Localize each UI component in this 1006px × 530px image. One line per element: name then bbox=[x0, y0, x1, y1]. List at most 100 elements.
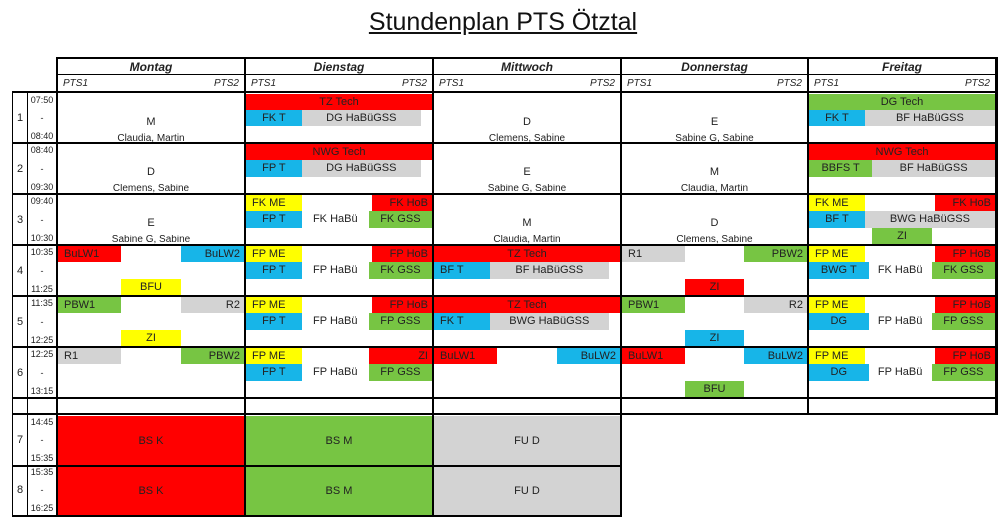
lesson-cell[interactable]: DG bbox=[809, 312, 869, 330]
lesson-cell[interactable]: FK HaBü bbox=[301, 210, 369, 228]
lesson-cell[interactable]: FK GSS bbox=[368, 210, 432, 228]
lesson-cell[interactable]: BF HaBüGSS bbox=[872, 159, 995, 177]
lesson-cell[interactable]: BWG HaBüGSS bbox=[489, 312, 609, 330]
lesson-cell[interactable]: FK T bbox=[434, 312, 490, 330]
lesson-cell[interactable]: Clemens, Sabine bbox=[58, 183, 244, 194]
lesson-cell[interactable]: FK ME bbox=[809, 195, 865, 211]
lesson-cell[interactable]: FP GSS bbox=[931, 312, 995, 330]
lesson-cell[interactable]: BF HaBüGSS bbox=[864, 109, 995, 126]
lesson-cell[interactable]: BuLW2 bbox=[744, 348, 807, 364]
afternoon-lesson-block[interactable]: BS K bbox=[58, 416, 244, 465]
lesson-cell[interactable]: BuLW1 bbox=[58, 246, 122, 262]
lesson-cell[interactable]: Sabine G, Sabine bbox=[58, 234, 244, 245]
lesson-cell[interactable]: Sabine G, Sabine bbox=[622, 133, 807, 143]
lesson-cell[interactable]: D bbox=[58, 160, 244, 184]
lesson-cell[interactable]: FP T bbox=[246, 363, 302, 381]
lesson-cell[interactable]: BFU bbox=[121, 278, 181, 295]
lesson-cell[interactable]: FP T bbox=[246, 312, 302, 330]
lesson-cell[interactable]: FK T bbox=[246, 109, 302, 126]
lesson-cell[interactable]: FK T bbox=[809, 109, 865, 126]
lesson-cell[interactable]: FP HaBü bbox=[301, 363, 369, 381]
lesson-cell[interactable]: E bbox=[434, 160, 620, 184]
lesson-cell[interactable]: DG HaBüGSS bbox=[301, 159, 421, 177]
lesson-cell[interactable]: FP GSS bbox=[368, 363, 432, 381]
lesson-cell[interactable]: FK HoB bbox=[935, 195, 995, 211]
lesson-cell[interactable]: FP T bbox=[246, 159, 302, 177]
lesson-cell[interactable]: PBW2 bbox=[180, 348, 244, 364]
lesson-cell[interactable]: FP HoB bbox=[372, 246, 432, 262]
lesson-cell[interactable]: DG bbox=[809, 363, 869, 381]
lesson-cell[interactable]: TZ Tech bbox=[434, 297, 620, 313]
lesson-cell[interactable]: BF T bbox=[434, 261, 490, 279]
lesson-cell[interactable]: TZ Tech bbox=[246, 94, 432, 110]
lesson-cell[interactable]: PBW2 bbox=[744, 246, 807, 262]
lesson-cell[interactable]: D bbox=[622, 211, 807, 235]
lesson-cell[interactable]: R1 bbox=[622, 246, 685, 262]
lesson-cell[interactable]: BuLW1 bbox=[434, 348, 498, 364]
afternoon-lesson-block[interactable]: BS M bbox=[246, 416, 432, 465]
lesson-cell[interactable]: DG Tech bbox=[809, 94, 995, 110]
lesson-cell[interactable]: ZI bbox=[121, 329, 181, 346]
lesson-cell[interactable]: Claudia, Martin bbox=[434, 234, 620, 245]
lesson-cell[interactable]: D bbox=[434, 110, 620, 133]
lesson-cell[interactable]: M bbox=[434, 211, 620, 235]
lesson-cell[interactable]: FK GSS bbox=[368, 261, 432, 279]
lesson-cell[interactable]: BF HaBüGSS bbox=[489, 261, 609, 279]
lesson-cell[interactable]: FP T bbox=[246, 210, 302, 228]
lesson-cell[interactable]: ZI bbox=[684, 329, 745, 346]
lesson-cell[interactable]: Claudia, Martin bbox=[58, 133, 244, 143]
lesson-cell[interactable]: BWG HaBüGSS bbox=[864, 210, 995, 228]
lesson-cell[interactable]: Clemens, Sabine bbox=[434, 133, 620, 143]
lesson-cell[interactable]: FP HaBü bbox=[301, 261, 369, 279]
lesson-cell[interactable]: FP ME bbox=[246, 348, 302, 364]
lesson-cell[interactable]: E bbox=[622, 110, 807, 133]
lesson-cell[interactable]: R2 bbox=[180, 297, 244, 313]
lesson-cell[interactable]: FP HoB bbox=[372, 297, 432, 313]
lesson-cell[interactable]: FP ME bbox=[246, 246, 302, 262]
lesson-cell[interactable]: FP ME bbox=[809, 246, 865, 262]
lesson-cell[interactable]: Claudia, Martin bbox=[622, 183, 807, 194]
lesson-cell[interactable]: FP HoB bbox=[935, 297, 995, 313]
lesson-cell[interactable]: ZI bbox=[684, 278, 745, 295]
lesson-cell[interactable]: R1 bbox=[58, 348, 122, 364]
afternoon-lesson-block[interactable]: FU D bbox=[434, 466, 620, 515]
lesson-cell[interactable]: FK GSS bbox=[931, 261, 995, 279]
lesson-cell[interactable]: FP HaBü bbox=[868, 363, 932, 381]
lesson-cell[interactable]: DG HaBüGSS bbox=[301, 109, 421, 126]
lesson-cell[interactable]: PBW1 bbox=[622, 297, 685, 313]
lesson-cell[interactable]: BuLW2 bbox=[180, 246, 244, 262]
lesson-cell[interactable]: ZI bbox=[872, 227, 932, 244]
lesson-cell[interactable]: FP ME bbox=[809, 348, 865, 364]
lesson-cell[interactable]: FP T bbox=[246, 261, 302, 279]
afternoon-lesson-block[interactable]: BS K bbox=[58, 466, 244, 515]
lesson-cell[interactable]: NWG Tech bbox=[809, 144, 995, 160]
lesson-cell[interactable]: NWG Tech bbox=[246, 144, 432, 160]
lesson-cell[interactable]: FP ME bbox=[246, 297, 302, 313]
lesson-cell[interactable]: BuLW1 bbox=[622, 348, 685, 364]
lesson-cell[interactable]: BBFS T bbox=[809, 159, 873, 177]
lesson-cell[interactable]: BuLW2 bbox=[556, 348, 620, 364]
lesson-cell[interactable]: FK HoB bbox=[372, 195, 432, 211]
lesson-cell[interactable]: Clemens, Sabine bbox=[622, 234, 807, 245]
lesson-cell[interactable]: ZI bbox=[368, 348, 432, 364]
lesson-cell[interactable]: BFU bbox=[684, 380, 745, 397]
lesson-cell[interactable]: FP HaBü bbox=[868, 312, 932, 330]
lesson-cell[interactable]: FP HoB bbox=[935, 246, 995, 262]
lesson-cell[interactable]: E bbox=[58, 211, 244, 235]
lesson-cell[interactable]: Sabine G, Sabine bbox=[434, 183, 620, 194]
lesson-cell[interactable]: BWG T bbox=[809, 261, 869, 279]
lesson-cell[interactable]: FP ME bbox=[809, 297, 865, 313]
lesson-cell[interactable]: FP GSS bbox=[368, 312, 432, 330]
lesson-cell[interactable]: BF T bbox=[809, 210, 865, 228]
afternoon-lesson-block[interactable]: FU D bbox=[434, 416, 620, 465]
lesson-cell[interactable]: M bbox=[58, 110, 244, 133]
lesson-cell[interactable]: FP HoB bbox=[935, 348, 995, 364]
lesson-cell[interactable]: R2 bbox=[744, 297, 807, 313]
lesson-cell[interactable]: M bbox=[622, 160, 807, 184]
lesson-cell[interactable]: FK ME bbox=[246, 195, 302, 211]
lesson-cell[interactable]: FP HaBü bbox=[301, 312, 369, 330]
afternoon-lesson-block[interactable]: BS M bbox=[246, 466, 432, 515]
lesson-cell[interactable]: TZ Tech bbox=[434, 246, 620, 262]
lesson-cell[interactable]: PBW1 bbox=[58, 297, 122, 313]
lesson-cell[interactable]: FP GSS bbox=[931, 363, 995, 381]
